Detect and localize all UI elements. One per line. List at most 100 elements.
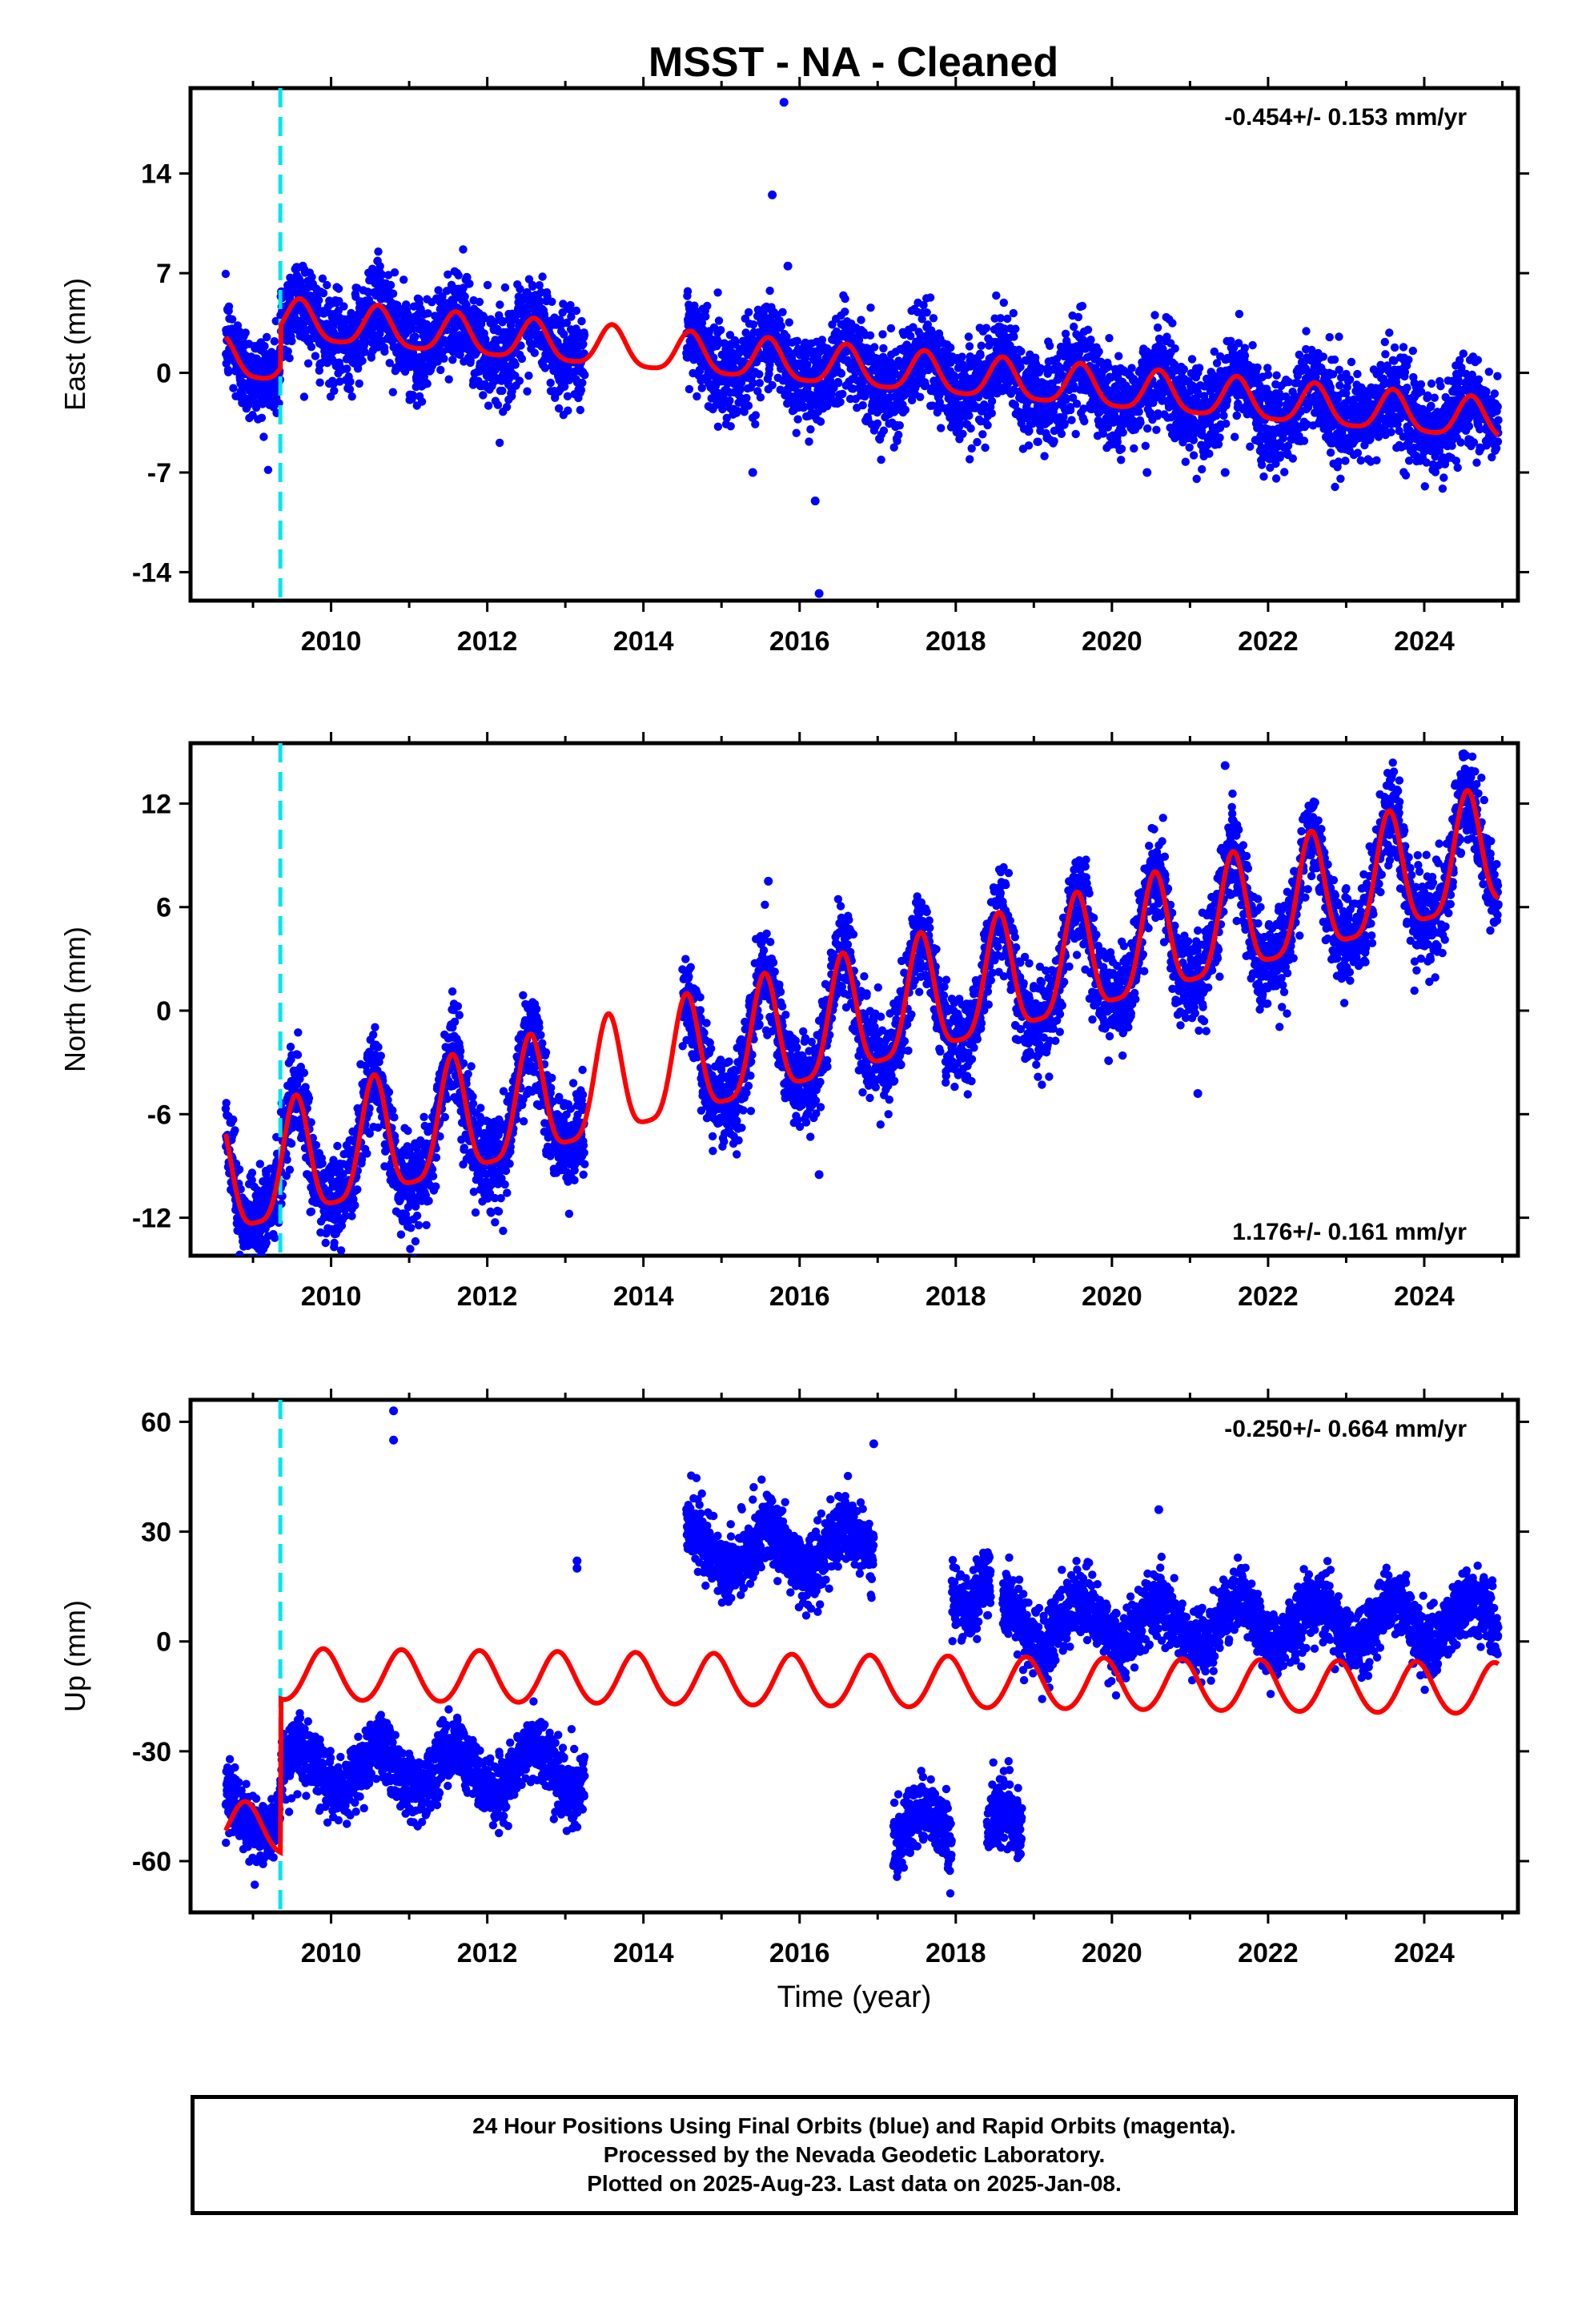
data-point <box>385 359 394 368</box>
data-point <box>782 332 791 341</box>
y-axis-label: East (mm) <box>58 278 91 411</box>
data-point <box>564 406 572 415</box>
plot-frame <box>188 86 1520 603</box>
data-point <box>495 438 504 448</box>
data-point <box>1114 352 1123 360</box>
data-point <box>259 432 268 441</box>
x-tick-label: 2024 <box>1394 626 1455 657</box>
data-point <box>361 337 370 347</box>
data-point <box>1070 322 1078 332</box>
data-point <box>1325 332 1334 342</box>
data-point <box>838 389 847 399</box>
data-point <box>841 294 849 304</box>
data-point <box>895 421 905 430</box>
data-point <box>524 371 533 380</box>
data-point <box>388 388 397 396</box>
data-point <box>1326 383 1335 392</box>
data-point <box>958 352 966 361</box>
data-point <box>1345 375 1355 384</box>
data-point <box>922 308 931 317</box>
x-tick-label: 2016 <box>769 626 830 657</box>
data-point <box>390 268 400 277</box>
data-point <box>483 280 492 290</box>
data-point <box>1257 460 1267 469</box>
data-point <box>1187 355 1197 364</box>
data-point <box>981 443 990 452</box>
data-point <box>1280 468 1289 476</box>
x-tick-label: 2014 <box>613 626 674 657</box>
data-point <box>580 371 589 380</box>
data-point <box>742 393 751 403</box>
data-point <box>751 420 760 428</box>
data-point <box>689 356 698 364</box>
data-point <box>777 321 785 331</box>
data-point <box>576 405 584 415</box>
data-point <box>965 342 974 351</box>
data-point <box>535 281 544 290</box>
data-point <box>285 354 294 363</box>
data-point <box>1094 347 1103 356</box>
data-point <box>1134 408 1143 416</box>
data-point <box>1074 312 1083 322</box>
data-point <box>311 352 320 360</box>
data-point <box>546 378 555 388</box>
data-point <box>358 356 367 365</box>
data-point <box>977 341 986 350</box>
data-point <box>1130 444 1138 453</box>
data-point <box>718 404 727 414</box>
data-point <box>577 316 586 326</box>
data-point <box>334 284 343 293</box>
data-point <box>722 413 731 423</box>
data-point <box>1263 370 1273 380</box>
data-point <box>768 380 777 390</box>
data-point <box>1390 343 1399 352</box>
data-point <box>1385 328 1394 337</box>
data-point <box>566 300 575 310</box>
data-point <box>515 376 524 385</box>
data-point <box>1326 448 1335 457</box>
data-point <box>793 336 801 345</box>
data-point <box>1259 472 1268 481</box>
data-point <box>879 426 889 435</box>
data-point <box>562 318 572 328</box>
data-point <box>999 298 1009 308</box>
data-point <box>817 336 827 344</box>
data-point <box>260 342 269 351</box>
data-point <box>1381 350 1390 359</box>
data-point <box>693 392 701 401</box>
data-point <box>967 444 976 453</box>
data-point <box>1399 343 1408 352</box>
data-point <box>465 279 474 288</box>
data-point <box>1299 436 1309 445</box>
data-point <box>802 360 812 369</box>
data-point <box>751 411 761 420</box>
data-point <box>1040 452 1049 460</box>
data-point <box>901 405 910 414</box>
data-point <box>1240 344 1250 352</box>
data-point <box>1066 405 1075 415</box>
data-point <box>816 417 825 426</box>
data-point <box>749 320 758 329</box>
data-point <box>983 420 992 430</box>
data-point <box>454 271 463 279</box>
data-point <box>1017 347 1026 356</box>
data-point <box>1078 301 1087 311</box>
data-point <box>755 370 764 379</box>
data-point <box>355 379 363 388</box>
data-point <box>525 338 535 347</box>
data-point <box>1341 456 1350 465</box>
data-point <box>578 378 587 388</box>
data-point <box>540 364 550 372</box>
data-point <box>1185 443 1194 452</box>
data-point <box>548 297 556 306</box>
data-point <box>319 288 328 298</box>
data-point <box>740 408 749 416</box>
data-point <box>1336 474 1345 483</box>
data-point <box>1152 425 1161 434</box>
data-point <box>287 336 296 346</box>
data-point <box>1024 441 1034 450</box>
data-point <box>307 272 316 282</box>
data-point <box>1275 400 1283 408</box>
data-point <box>744 401 753 410</box>
